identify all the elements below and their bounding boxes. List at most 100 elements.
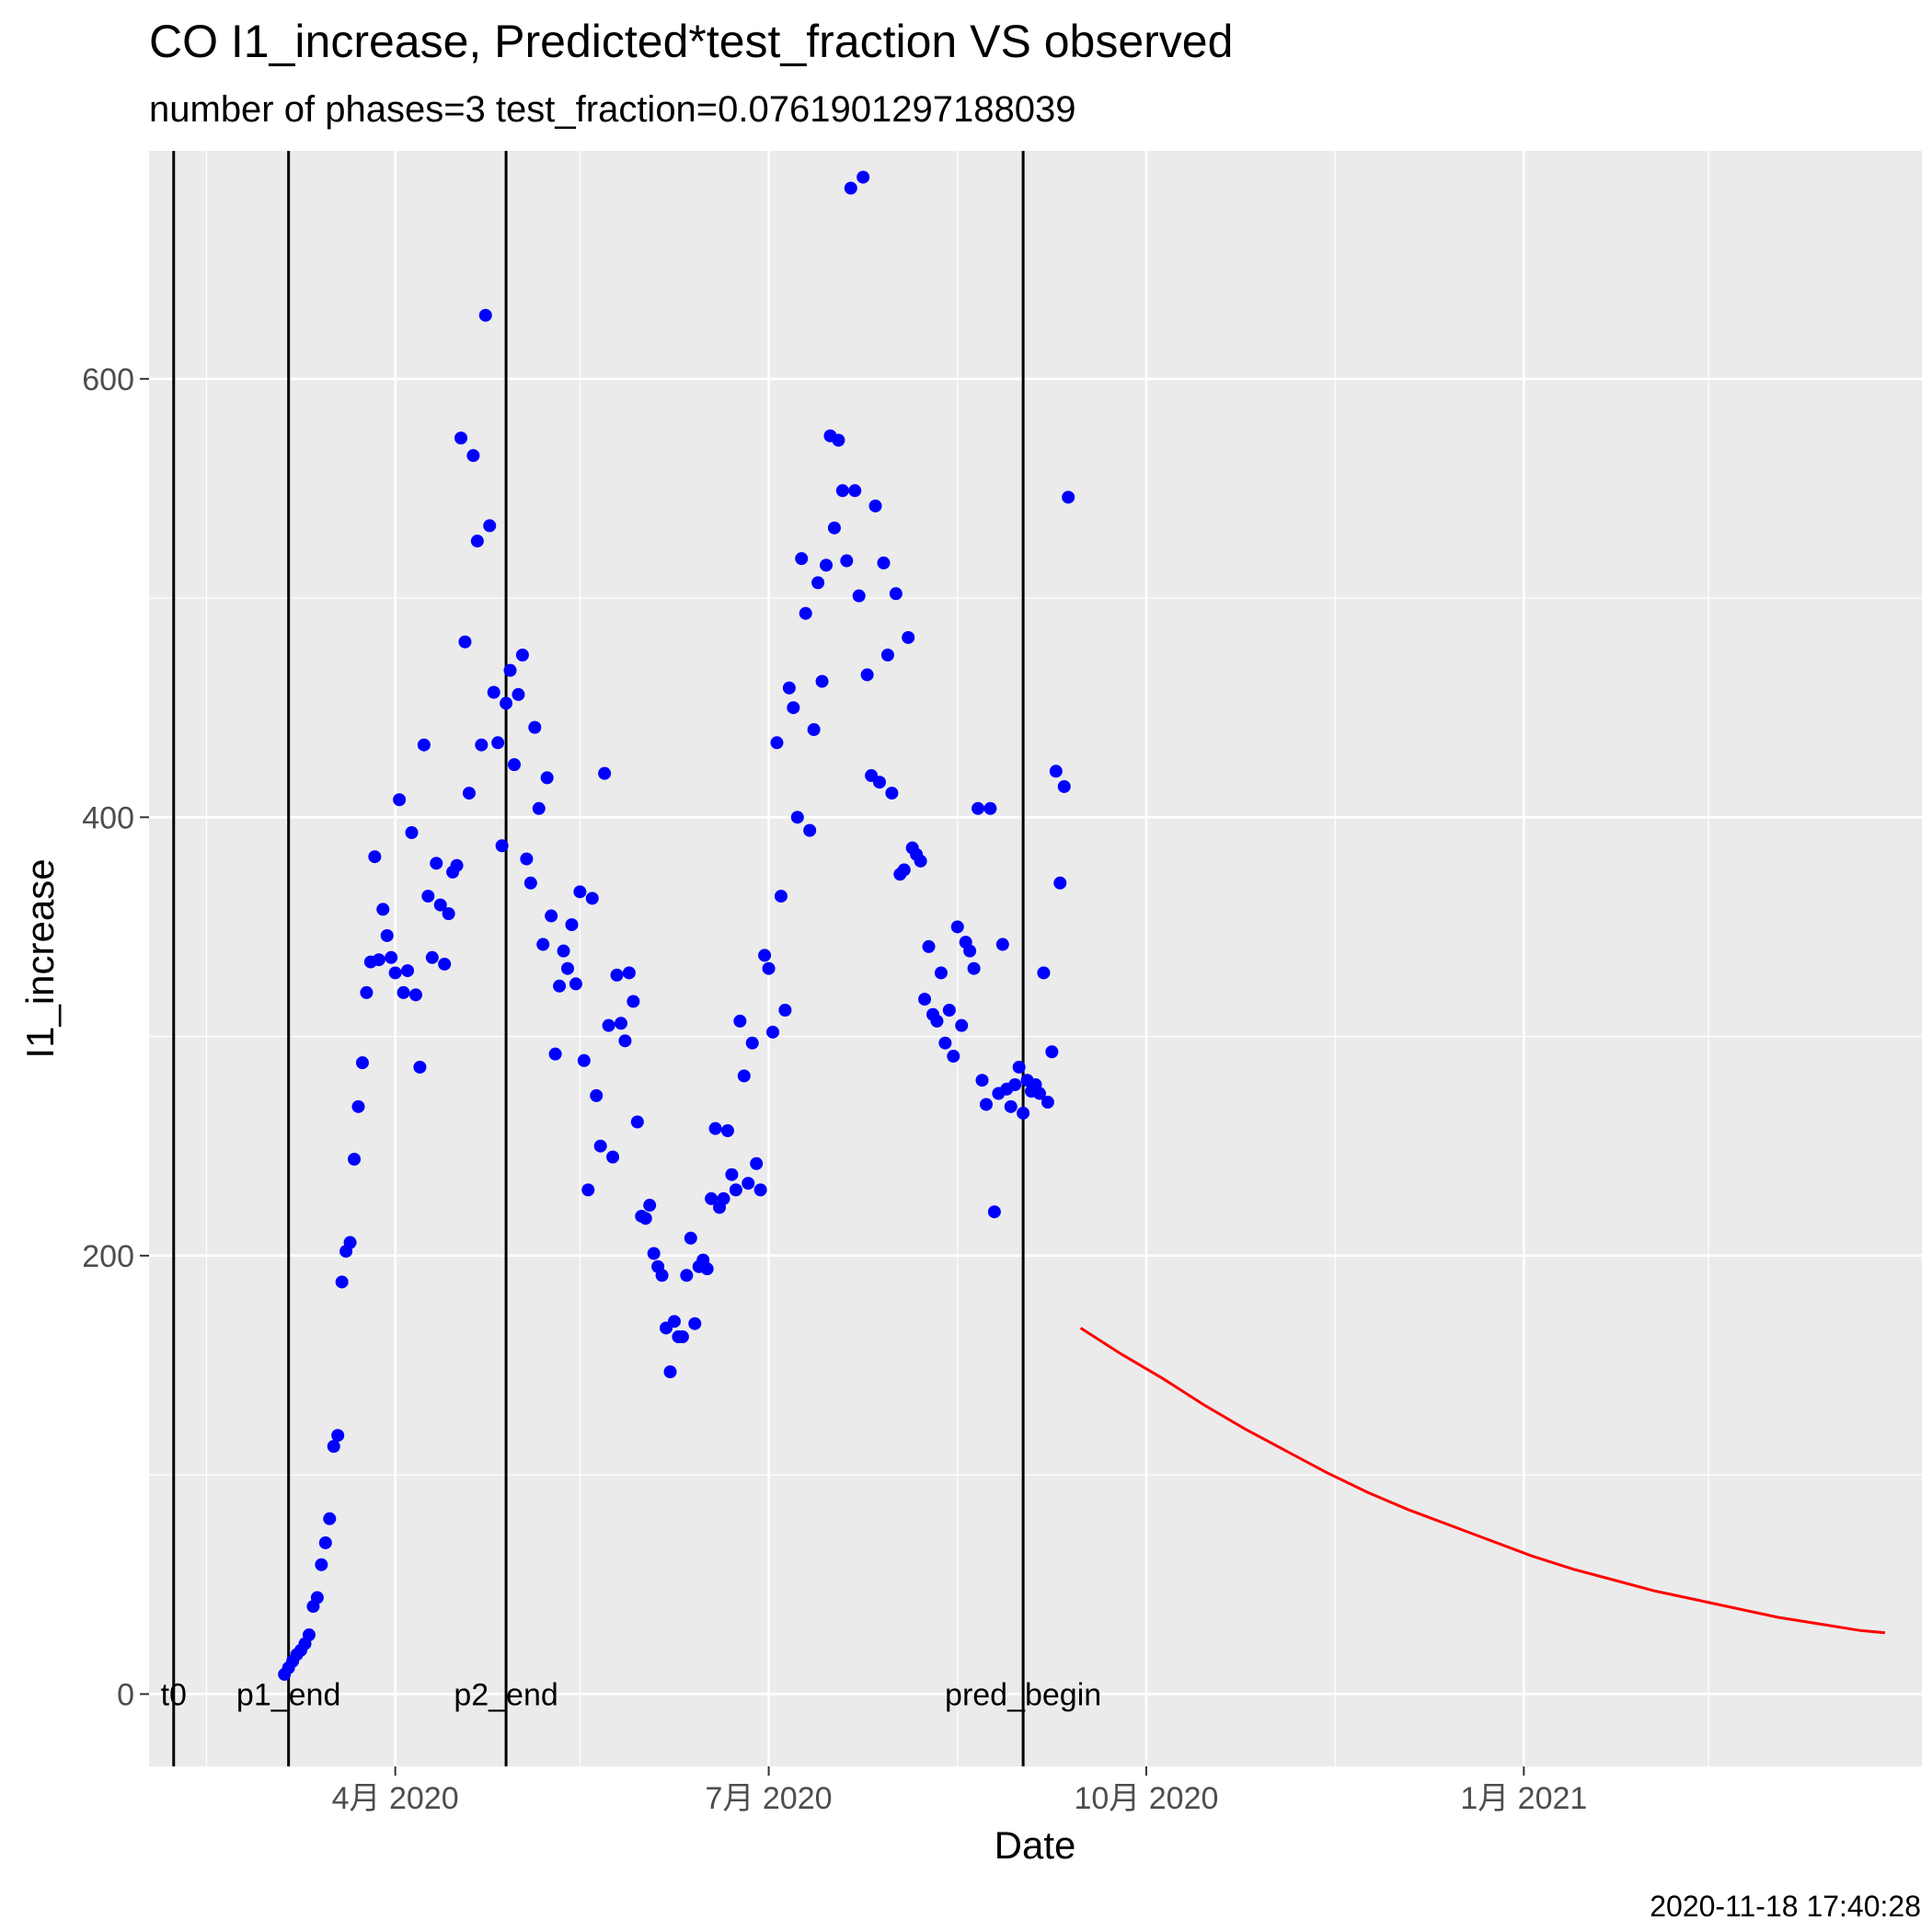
data-point xyxy=(880,649,894,662)
data-point xyxy=(758,949,772,962)
data-point xyxy=(458,635,472,649)
data-point xyxy=(914,854,927,868)
data-point xyxy=(663,1365,677,1379)
data-point xyxy=(815,674,829,688)
data-point xyxy=(684,1231,697,1245)
x-tick-label: 7月 2020 xyxy=(706,1781,833,1816)
data-point xyxy=(787,701,800,715)
prediction-line xyxy=(1079,1327,1886,1635)
data-point xyxy=(581,1183,595,1197)
data-point xyxy=(979,1098,993,1111)
data-point xyxy=(700,1262,714,1276)
data-point xyxy=(717,1191,730,1205)
data-point xyxy=(820,558,834,572)
observed-points xyxy=(278,170,1075,1681)
data-point xyxy=(523,876,537,890)
data-point xyxy=(1049,765,1063,778)
data-point xyxy=(630,1115,644,1129)
plot-panel xyxy=(149,151,1922,1766)
data-point xyxy=(610,968,624,982)
data-point xyxy=(983,801,997,815)
data-point xyxy=(995,937,1009,951)
data-point xyxy=(475,738,489,752)
data-point xyxy=(376,903,390,916)
data-point xyxy=(593,1139,607,1153)
data-point xyxy=(950,920,964,934)
data-point xyxy=(495,839,509,853)
data-point xyxy=(622,966,636,980)
data-point xyxy=(528,720,542,734)
data-point xyxy=(483,519,497,533)
data-point xyxy=(1057,779,1071,793)
data-point xyxy=(1017,1106,1030,1120)
data-point xyxy=(1045,1045,1059,1059)
data-point xyxy=(614,1017,627,1030)
data-point xyxy=(327,1440,340,1454)
data-point xyxy=(680,1269,694,1282)
y-axis: 0 200 400 600 xyxy=(82,362,149,1712)
data-point xyxy=(934,966,948,980)
x-tick-label: 1月 2021 xyxy=(1460,1781,1587,1816)
data-point xyxy=(770,736,784,750)
data-point xyxy=(750,1156,764,1170)
data-point xyxy=(975,1074,989,1087)
data-point xyxy=(618,1034,632,1048)
data-point xyxy=(947,1050,960,1064)
y-axis-title: I1_increase xyxy=(18,858,62,1058)
data-point xyxy=(491,736,505,750)
data-point xyxy=(688,1317,702,1330)
data-point xyxy=(573,885,587,899)
data-point xyxy=(598,766,612,780)
data-point xyxy=(360,985,374,999)
data-point xyxy=(512,687,525,701)
data-point xyxy=(963,944,977,958)
y-tick-label: 200 xyxy=(82,1239,134,1274)
data-point xyxy=(827,521,841,535)
data-point xyxy=(565,918,579,932)
data-point xyxy=(454,431,468,445)
data-point xyxy=(351,1099,365,1113)
data-point xyxy=(430,857,443,870)
chart-title: CO I1_increase, Predicted*test_fraction … xyxy=(149,16,1233,67)
data-point xyxy=(972,801,985,815)
data-point xyxy=(627,995,640,1008)
data-point xyxy=(987,1205,1001,1219)
data-point xyxy=(774,890,788,903)
data-point xyxy=(720,1124,734,1138)
data-point xyxy=(930,1014,944,1028)
y-tick-label: 0 xyxy=(117,1677,134,1712)
data-point xyxy=(401,964,415,978)
y-tick-label: 600 xyxy=(82,362,134,397)
data-point xyxy=(331,1429,345,1443)
data-point xyxy=(1012,1060,1026,1074)
data-point xyxy=(667,1315,681,1328)
data-point xyxy=(835,484,849,498)
x-tick-label: 4月 2020 xyxy=(332,1781,459,1816)
data-point xyxy=(413,1060,427,1074)
data-point xyxy=(450,858,464,872)
data-point xyxy=(782,681,796,695)
data-point xyxy=(425,950,439,964)
data-point xyxy=(799,606,812,620)
chart-subtitle: number of phases=3 test_fraction=0.07619… xyxy=(149,89,1075,130)
data-point xyxy=(840,554,854,568)
data-point xyxy=(545,909,558,923)
data-point xyxy=(590,1088,604,1102)
data-point xyxy=(433,898,447,912)
data-point xyxy=(438,957,452,971)
data-point xyxy=(729,1183,742,1197)
data-point xyxy=(844,181,857,195)
data-point xyxy=(852,589,866,603)
data-point xyxy=(795,552,809,566)
data-point xyxy=(602,1018,615,1032)
data-point xyxy=(803,823,817,837)
data-point xyxy=(520,852,534,866)
data-point xyxy=(675,1330,689,1344)
data-point xyxy=(315,1558,328,1571)
data-point xyxy=(408,988,422,1002)
data-point xyxy=(955,1018,969,1032)
data-point xyxy=(753,1183,767,1197)
data-point xyxy=(647,1247,661,1260)
data-point xyxy=(557,944,570,958)
data-point xyxy=(897,863,911,877)
